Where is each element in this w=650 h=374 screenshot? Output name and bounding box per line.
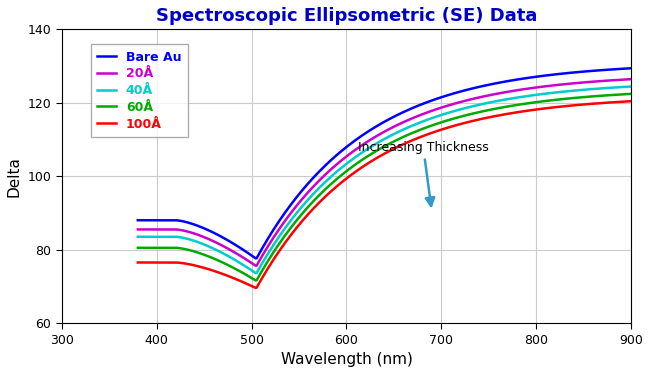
Line: 40Å: 40Å	[138, 86, 631, 273]
100Å	[148, 260, 155, 265]
Bare Au	[627, 66, 635, 71]
20Å	[269, 236, 277, 241]
60Å	[627, 92, 635, 96]
60Å	[269, 251, 277, 255]
60Å	[571, 96, 579, 100]
100Å	[193, 264, 201, 268]
20Å	[527, 86, 535, 91]
Line: 100Å: 100Å	[138, 101, 631, 288]
Bare Au	[527, 75, 535, 80]
60Å	[527, 101, 535, 105]
Legend: Bare Au, 20Å, 40Å, 60Å, 100Å: Bare Au, 20Å, 40Å, 60Å, 100Å	[91, 45, 188, 137]
60Å	[193, 250, 201, 254]
Bare Au	[521, 76, 528, 81]
Bare Au	[252, 256, 259, 261]
20Å	[193, 232, 201, 237]
Bare Au	[134, 218, 142, 223]
Bare Au	[193, 223, 201, 228]
40Å	[148, 234, 155, 239]
Title: Spectroscopic Ellipsometric (SE) Data: Spectroscopic Ellipsometric (SE) Data	[156, 7, 537, 25]
Line: 60Å: 60Å	[138, 94, 631, 280]
20Å	[148, 227, 155, 232]
100Å	[134, 260, 142, 265]
20Å	[521, 87, 528, 91]
60Å	[252, 278, 259, 283]
Bare Au	[269, 229, 277, 233]
20Å	[571, 81, 579, 85]
20Å	[627, 77, 635, 82]
100Å	[252, 286, 259, 290]
Text: Increasing Thickness: Increasing Thickness	[358, 141, 489, 206]
Bare Au	[148, 218, 155, 223]
100Å	[527, 108, 535, 113]
Line: Bare Au: Bare Au	[138, 68, 631, 258]
40Å	[521, 94, 528, 99]
Bare Au	[571, 70, 579, 74]
40Å	[571, 88, 579, 93]
40Å	[252, 271, 259, 275]
20Å	[252, 264, 259, 268]
40Å	[269, 244, 277, 248]
100Å	[269, 258, 277, 263]
X-axis label: Wavelength (nm): Wavelength (nm)	[281, 352, 412, 367]
40Å	[627, 84, 635, 89]
40Å	[134, 234, 142, 239]
Line: 20Å: 20Å	[138, 79, 631, 266]
40Å	[193, 239, 201, 244]
100Å	[571, 103, 579, 107]
Y-axis label: Delta: Delta	[7, 156, 22, 197]
100Å	[521, 109, 528, 113]
20Å	[134, 227, 142, 232]
100Å	[627, 99, 635, 104]
60Å	[134, 246, 142, 250]
60Å	[521, 101, 528, 106]
60Å	[148, 246, 155, 250]
40Å	[527, 93, 535, 98]
